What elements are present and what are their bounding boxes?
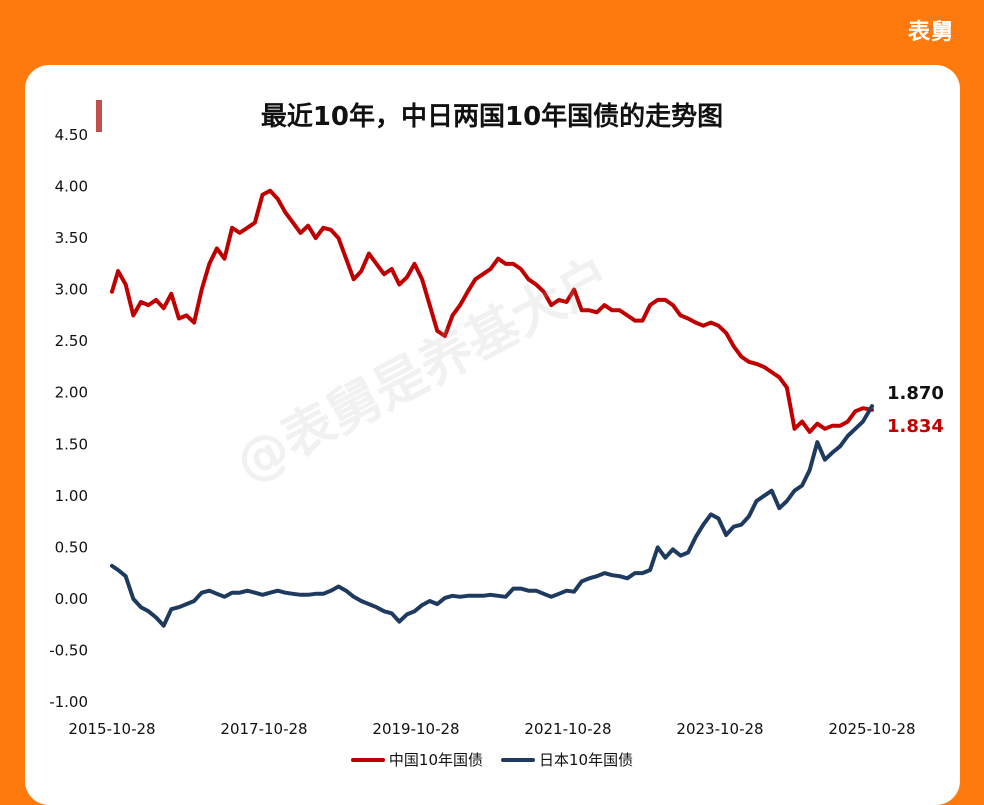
x-tick-label: 2021-10-28 <box>524 720 611 738</box>
y-tick-label: 0.00 <box>55 590 88 608</box>
y-tick-label: 2.50 <box>55 332 88 350</box>
series-line-china <box>110 188 874 434</box>
x-tick-label: 2025-10-28 <box>828 720 915 738</box>
y-tick-label: 2.00 <box>55 384 88 402</box>
y-tick-label: 0.50 <box>55 538 88 556</box>
legend-item-japan: 日本10年国债 <box>501 749 633 770</box>
y-tick-label: -0.50 <box>49 641 88 659</box>
chart-title: 最近10年，中日两国10年国债的走势图 <box>260 102 724 132</box>
end-label-japan: 1.870 <box>887 383 944 404</box>
y-tick-label: 1.00 <box>55 487 88 505</box>
x-tick-label: 2015-10-28 <box>68 720 155 738</box>
y-tick-label: -1.00 <box>49 693 88 711</box>
y-tick-label: 3.50 <box>55 229 88 247</box>
x-tick-label: 2023-10-28 <box>676 720 763 738</box>
x-tick-label: 2017-10-28 <box>220 720 307 738</box>
brand-logo: 表舅 <box>908 20 955 45</box>
y-tick-label: 4.50 <box>55 126 88 144</box>
x-tick-label: 2019-10-28 <box>372 720 459 738</box>
legend-swatch-china <box>350 757 385 762</box>
y-tick-label: 1.50 <box>55 435 88 453</box>
chart-card <box>25 65 960 805</box>
chart-legend: 中国10年国债 日本10年国债 <box>0 749 984 770</box>
title-accent-bar <box>96 100 102 132</box>
legend-label-japan: 日本10年国债 <box>539 751 634 769</box>
legend-label-china: 中国10年国债 <box>388 751 483 769</box>
legend-item-china: 中国10年国债 <box>350 749 483 770</box>
end-label-china: 1.834 <box>887 416 944 437</box>
legend-swatch-japan <box>501 757 535 762</box>
y-tick-label: 3.00 <box>55 281 88 299</box>
y-tick-label: 4.00 <box>55 178 88 196</box>
series-line-japan <box>110 404 874 628</box>
